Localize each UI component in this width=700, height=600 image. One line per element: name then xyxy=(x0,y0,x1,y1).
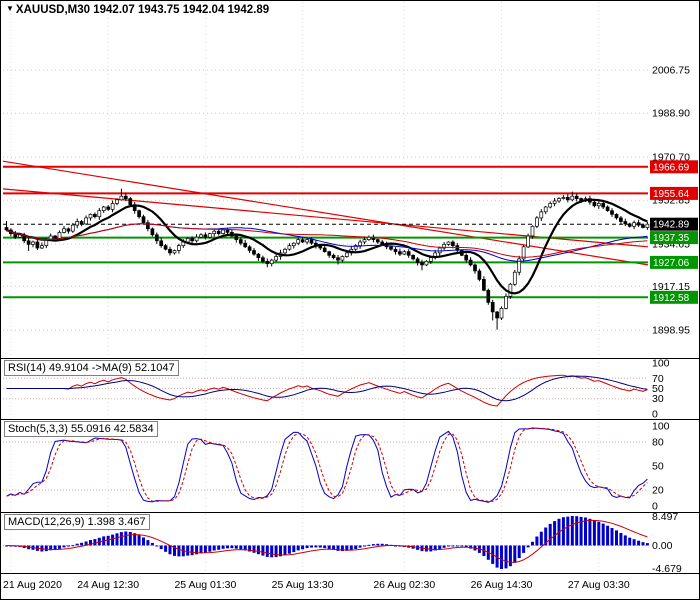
candles-layer xyxy=(4,188,650,330)
price-badge xyxy=(650,231,698,245)
stoch-axis-label: 20 xyxy=(652,485,664,497)
price-badge-label: 1966.69 xyxy=(653,162,690,173)
rsi-axis-label: 30 xyxy=(652,393,664,405)
price-badge-label: 1912.58 xyxy=(653,293,690,304)
symbol-dropdown-icon[interactable]: ▼ xyxy=(6,4,14,13)
time-axis-label: 21 Aug 2020 xyxy=(3,579,62,591)
rsi-axis-label: 50 xyxy=(652,383,664,395)
rsi-indicator-label: RSI(14) 49.9104 ->MA(9) 52.1047 xyxy=(4,360,179,376)
price-badge xyxy=(650,255,698,269)
rsi-axis-label: 70 xyxy=(652,373,664,385)
price-badge-label: 1927.06 xyxy=(653,258,690,269)
trendline[interactable] xyxy=(2,160,649,266)
ma-slow-red-line xyxy=(6,223,648,258)
macd-axis-label: 8.497 xyxy=(652,511,678,523)
rsi-axis-label: 100 xyxy=(652,358,670,370)
price-badge xyxy=(650,186,698,200)
time-axis-label: 26 Aug 14:30 xyxy=(471,579,533,591)
rsi-ma-line xyxy=(6,375,648,402)
stoch-axis-label: 80 xyxy=(652,437,664,449)
rsi-line xyxy=(6,374,648,407)
price-badge xyxy=(650,290,698,304)
price-badge-label: 1937.35 xyxy=(653,233,690,244)
stoch-axis-label: 0 xyxy=(652,501,658,513)
y-axis-tick-label: 1898.95 xyxy=(652,325,690,337)
time-axis-label: 24 Aug 12:30 xyxy=(77,579,139,591)
price-badge xyxy=(650,160,698,174)
chart-symbol-title: ▼ XAUUSD,M30 1942.07 1943.75 1942.04 1942… xyxy=(6,4,269,16)
time-axis-label: 27 Aug 03:30 xyxy=(568,579,630,591)
price-badge-label: 1955.64 xyxy=(653,189,690,200)
stoch-indicator-label: Stoch(5,3,3) 55.0916 42.5834 xyxy=(4,421,158,437)
stoch-axis-label: 100 xyxy=(652,421,670,433)
macd-signal-line xyxy=(6,519,648,563)
time-axis-label: 26 Aug 02:30 xyxy=(373,579,435,591)
y-axis-tick-label: 2006.75 xyxy=(652,65,690,77)
y-axis-tick-label: 1988.90 xyxy=(652,108,690,120)
rsi-axis-label: 0 xyxy=(652,409,658,421)
macd-indicator-label: MACD(12,26,9) 1.398 3.467 xyxy=(4,514,150,530)
price-badge xyxy=(650,217,698,231)
ma-mid-blue-line xyxy=(6,223,648,262)
price-axis: 2006.751988.901970.701952.851934.651917.… xyxy=(650,65,698,337)
time-axis-label: 25 Aug 01:30 xyxy=(174,579,236,591)
grid-layer xyxy=(3,2,648,573)
time-axis-label: 25 Aug 13:30 xyxy=(272,579,334,591)
macd-axis-label: 0.00 xyxy=(652,540,673,552)
price-badge-label: 1942.89 xyxy=(653,220,690,231)
macd-axis-label: -4.679 xyxy=(652,563,682,575)
stoch-k-line xyxy=(6,427,648,503)
chart-title-text: XAUUSD,M30 1942.07 1943.75 1942.04 1942.… xyxy=(15,4,270,16)
y-axis-tick-label: 1917.15 xyxy=(652,281,690,293)
stoch-d-line xyxy=(6,427,648,502)
stoch-axis-label: 50 xyxy=(652,461,664,473)
